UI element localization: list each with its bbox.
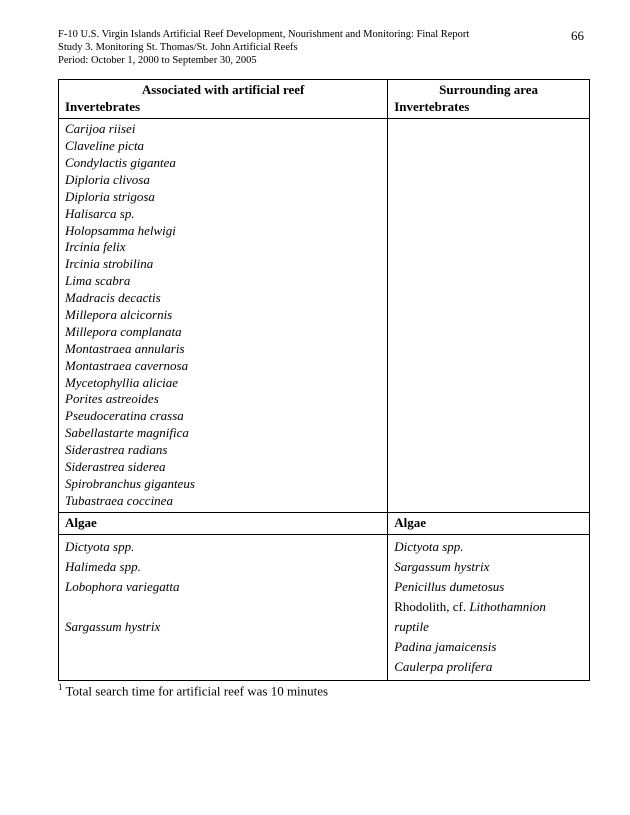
table-header-row: Associated with artificial reef Inverteb… [59,80,590,119]
species-item: Mycetophyllia aliciae [65,375,381,392]
species-item: Padina jamaicensis [394,637,583,657]
header-line-3: Period: October 1, 2000 to September 30,… [58,54,469,67]
page-header: F-10 U.S. Virgin Islands Artificial Reef… [58,28,590,67]
species-item: Lima scabra [65,273,381,290]
footnote: 1 Total search time for artificial reef … [58,682,590,699]
species-item: Sargassum hystrix [394,557,583,577]
species-item: Holopsamma helwigi [65,223,381,240]
species-table: Associated with artificial reef Inverteb… [58,79,590,680]
species-item: Spirobranchus giganteus [65,476,381,493]
left-title: Associated with artificial reef [65,82,381,99]
header-line-2: Study 3. Monitoring St. Thomas/St. John … [58,41,469,54]
footnote-text: Total search time for artificial reef wa… [63,683,329,698]
header-text-block: F-10 U.S. Virgin Islands Artificial Reef… [58,28,469,67]
algae-right-cell: Dictyota spp.Sargassum hystrixPenicillus… [388,534,590,680]
species-item: Montastraea annularis [65,341,381,358]
species-item: Montastraea cavernosa [65,358,381,375]
species-item: Dictyota spp. [65,537,381,557]
species-item [65,597,381,617]
algae-header-left: Algae [59,512,388,534]
species-item: Ircinia strobilina [65,256,381,273]
species-item: Condylactis gigantea [65,155,381,172]
left-subhead: Invertebrates [65,99,381,116]
algae-left-cell: Dictyota spp.Halimeda spp.Lobophora vari… [59,534,388,680]
species-item: Millepora complanata [65,324,381,341]
header-line-1: F-10 U.S. Virgin Islands Artificial Reef… [58,28,469,41]
species-item: Halimeda spp. [65,557,381,577]
algae-header-right: Algae [388,512,590,534]
species-item: Porites astreoides [65,391,381,408]
species-item: Caulerpa prolifera [394,657,583,677]
species-item: Sabellastarte magnifica [65,425,381,442]
species-item: Siderastrea radians [65,442,381,459]
species-item: Halisarca sp. [65,206,381,223]
species-item: Madracis decactis [65,290,381,307]
page-number: 66 [571,28,590,44]
algae-row: Dictyota spp.Halimeda spp.Lobophora vari… [59,534,590,680]
species-item: Diploria clivosa [65,172,381,189]
algae-right-list: Dictyota spp.Sargassum hystrixPenicillus… [394,537,583,678]
species-item: Pseudoceratina crassa [65,408,381,425]
species-item: Diploria strigosa [65,189,381,206]
species-item: Ircinia felix [65,239,381,256]
species-item: Sargassum hystrix [65,617,381,637]
invertebrates-right-cell [388,119,590,512]
species-item: Dictyota spp. [394,537,583,557]
species-item: Millepora alcicornis [65,307,381,324]
species-item: Rhodolith, cf. Lithothamnion ruptile [394,597,583,637]
algae-header-row: Algae Algae [59,512,590,534]
species-item: Claveline picta [65,138,381,155]
species-item: Carijoa riisei [65,121,381,138]
right-subhead: Invertebrates [394,99,583,116]
invertebrates-left-cell: Carijoa riiseiClaveline pictaCondylactis… [59,119,388,512]
species-item: Siderastrea siderea [65,459,381,476]
species-item: Tubastraea coccinea [65,493,381,510]
right-title: Surrounding area [394,82,583,99]
species-item: Lobophora variegatta [65,577,381,597]
header-cell-right: Surrounding area Invertebrates [388,80,590,119]
species-item: Penicillus dumetosus [394,577,583,597]
algae-left-list: Dictyota spp.Halimeda spp.Lobophora vari… [65,537,381,638]
header-cell-left: Associated with artificial reef Inverteb… [59,80,388,119]
invertebrates-row: Carijoa riiseiClaveline pictaCondylactis… [59,119,590,512]
invertebrates-left-list: Carijoa riiseiClaveline pictaCondylactis… [65,121,381,509]
